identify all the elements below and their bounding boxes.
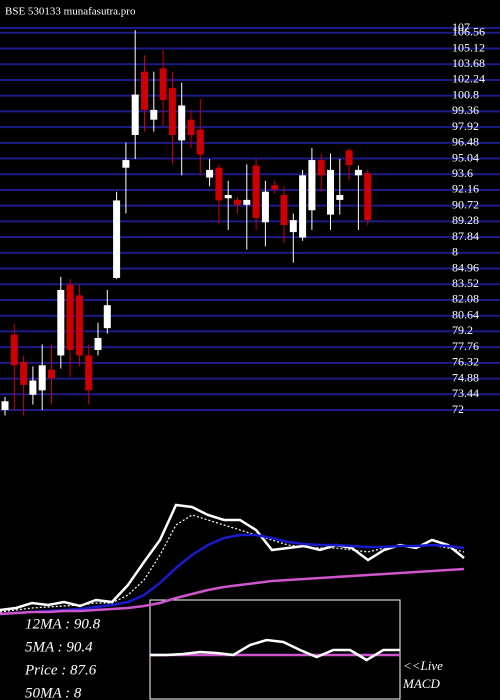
candle-body	[38, 365, 46, 391]
candle-body	[289, 220, 297, 233]
candle-body	[327, 169, 334, 215]
candle-body	[85, 355, 93, 391]
y-tick-label: 89.28	[452, 213, 479, 227]
line-series	[0, 567, 465, 616]
candle-body	[75, 295, 83, 356]
candle-body	[261, 191, 269, 223]
candle-body	[215, 167, 223, 201]
y-tick-label: 74.88	[452, 370, 479, 384]
candle-body	[234, 199, 241, 205]
candle-body	[206, 169, 214, 178]
y-tick-label: 82.08	[452, 292, 479, 306]
line-series	[150, 638, 400, 662]
candle-body	[243, 199, 251, 205]
chart-title: BSE 530133 munafasutra.pro	[5, 6, 136, 18]
ma-label: 50MA : 8	[25, 685, 82, 700]
y-tick-label: 107	[452, 20, 470, 34]
y-tick-label: 87.84	[452, 229, 479, 243]
candle-body	[178, 105, 186, 141]
y-tick-label: 100.8	[452, 87, 479, 101]
y-tick-label: 84.96	[452, 260, 479, 274]
y-tick-label: 90.72	[452, 197, 479, 211]
candle-body	[168, 88, 176, 135]
candle-body	[10, 334, 18, 366]
line-series	[0, 514, 465, 613]
y-tick-label: 99.36	[452, 103, 479, 117]
macd-label: MACD	[402, 676, 440, 691]
y-tick-label: 73.44	[452, 386, 479, 400]
candle-body	[280, 194, 288, 226]
y-tick-label: 93.6	[452, 166, 473, 180]
candle-body	[94, 337, 102, 350]
ma-label: Price : 87.6	[24, 662, 97, 678]
candle-body	[159, 68, 167, 101]
candle-body	[113, 200, 121, 278]
candle-body	[345, 150, 353, 165]
y-tick-label: 72	[452, 402, 464, 416]
candle-body	[317, 160, 325, 176]
y-tick-label: 8	[452, 245, 458, 259]
y-tick-label: 79.2	[452, 323, 473, 337]
candle-body	[131, 94, 139, 135]
y-tick-label: 105.12	[452, 40, 485, 54]
y-tick-label: 102.24	[452, 72, 485, 86]
y-tick-label: 95.04	[452, 150, 479, 164]
candle-body	[187, 119, 195, 135]
candle-body	[196, 129, 204, 155]
candle-body	[150, 109, 158, 120]
candle-body	[48, 369, 55, 379]
candle-body	[252, 165, 260, 218]
macd-label: <<Live	[403, 658, 443, 673]
y-tick-label: 92.16	[452, 182, 479, 196]
candle-body	[103, 305, 111, 329]
candle-body	[141, 71, 148, 110]
y-tick-label: 80.64	[452, 307, 479, 321]
candle-body	[122, 160, 130, 168]
ma-label: 12MA : 90.8	[25, 616, 101, 632]
y-tick-label: 76.32	[452, 355, 479, 369]
candle-body	[29, 380, 37, 395]
line-series	[0, 533, 465, 616]
candle-body	[364, 173, 372, 221]
y-tick-label: 96.48	[452, 135, 479, 149]
candle-body	[354, 169, 362, 176]
y-tick-label: 103.68	[452, 56, 485, 70]
y-tick-label: 83.52	[452, 276, 479, 290]
candle-body	[66, 284, 74, 350]
candle-body	[299, 175, 307, 238]
candle-body	[1, 401, 9, 410]
candle-body	[20, 361, 28, 385]
candle-body	[224, 194, 232, 199]
candle-body	[336, 194, 344, 200]
y-tick-label: 106.56	[452, 25, 485, 39]
macd-frame	[149, 599, 401, 700]
y-tick-label: 97.92	[452, 119, 479, 133]
y-tick-label: 77.76	[452, 339, 479, 353]
candle-body	[308, 160, 316, 211]
ma-label: 5MA : 90.4	[25, 639, 93, 655]
candle-body	[271, 185, 279, 190]
candle-body	[57, 289, 65, 356]
